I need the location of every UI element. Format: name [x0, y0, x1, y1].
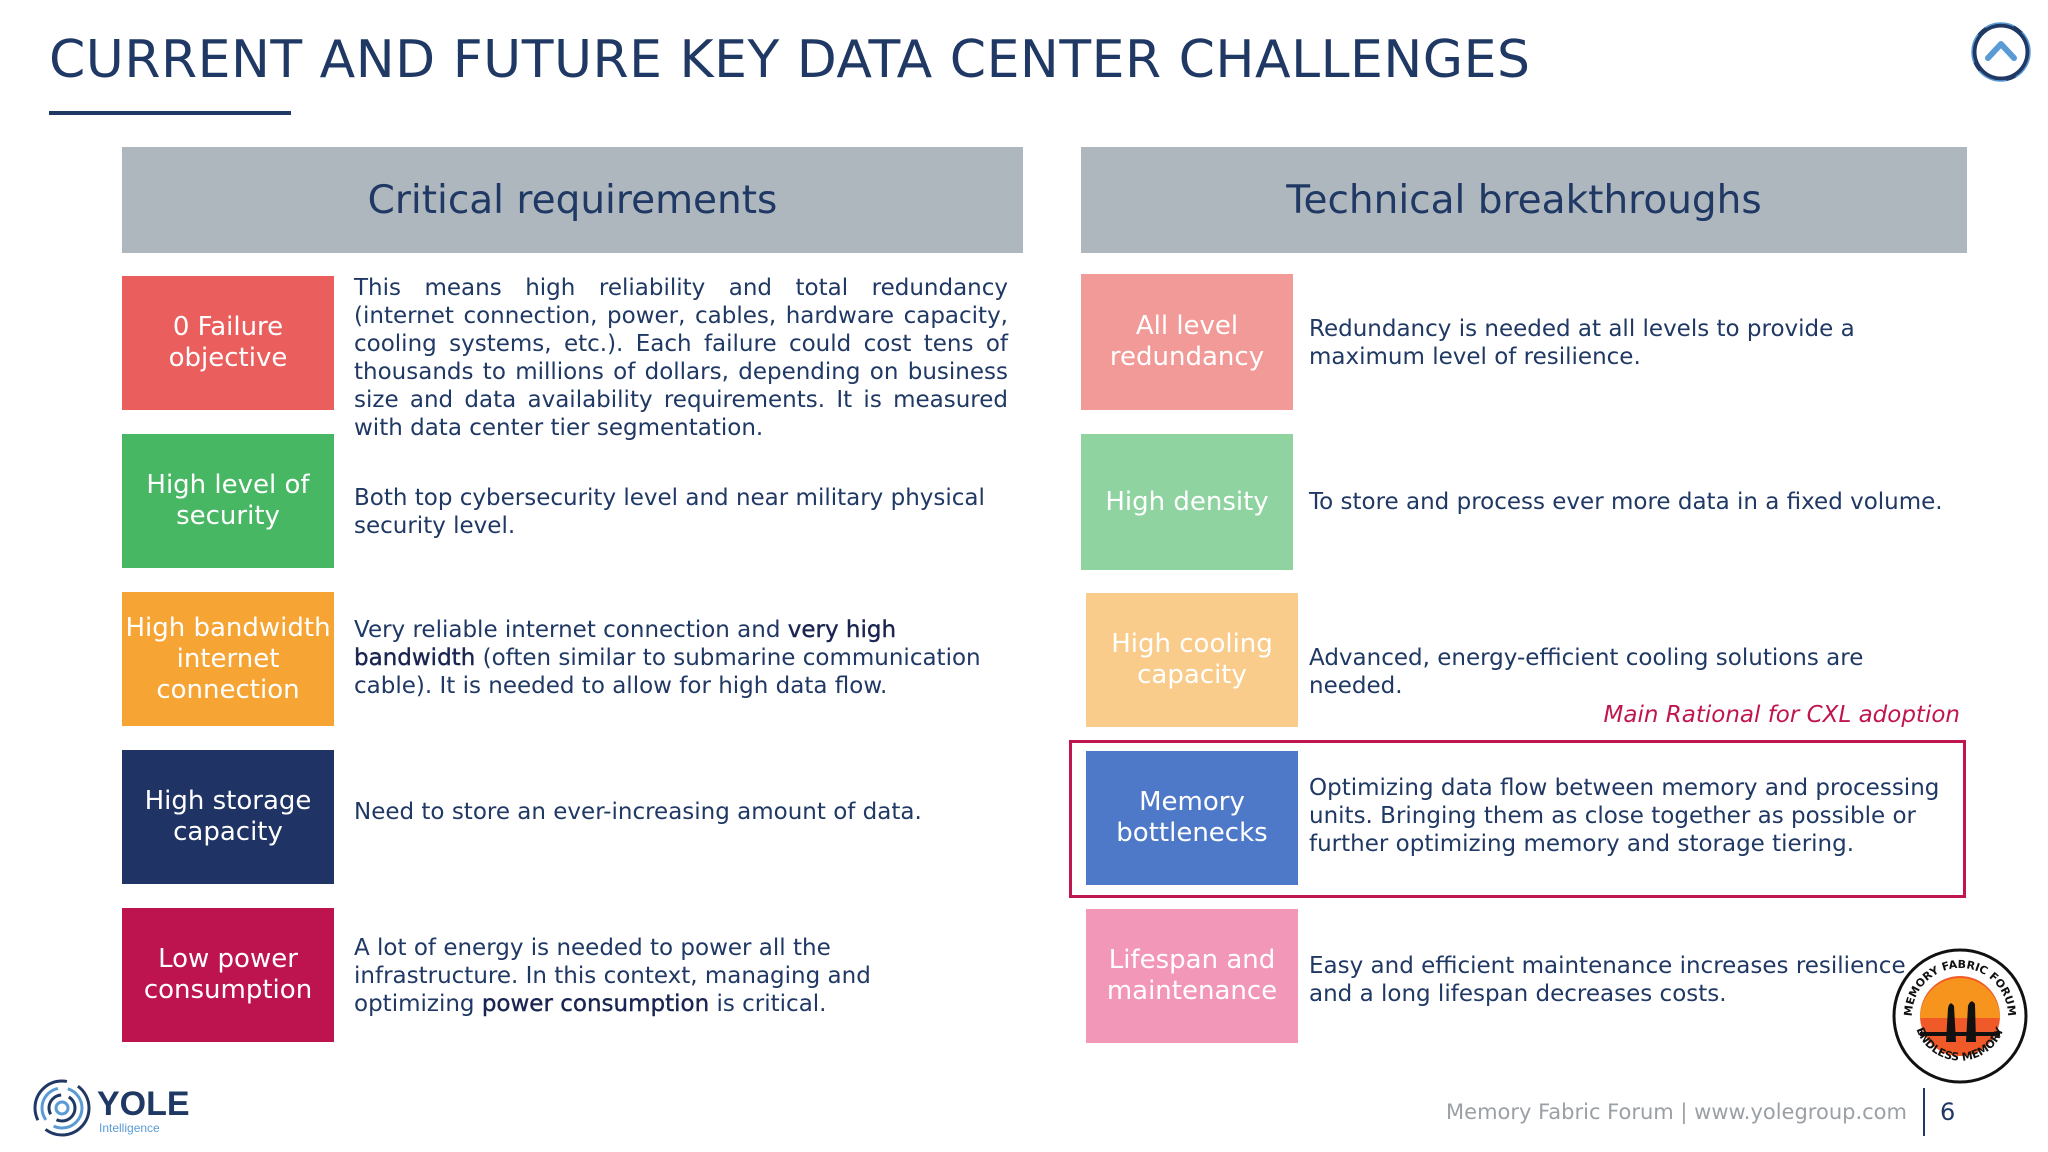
- requirement-tile-zero-failure: 0 Failure objective: [122, 276, 334, 410]
- yole-subtitle: Intelligence: [99, 1121, 160, 1135]
- breakthrough-tile-lifespan: Lifespan and maintenance: [1086, 909, 1298, 1043]
- requirement-tile-storage: High storage capacity: [122, 750, 334, 884]
- requirement-desc-zero-failure: This means high reliability and total re…: [354, 275, 1008, 441]
- breakthrough-tile-cooling: High cooling capacity: [1086, 593, 1298, 727]
- yole-wordmark: YOLE: [97, 1085, 190, 1123]
- breakthrough-desc-redundancy: Redundancy is needed at all levels to pr…: [1309, 316, 1855, 370]
- memory-fabric-forum-badge: MEMORY FABRIC FORUM ENDLESS MEMORY: [1892, 948, 2028, 1084]
- cxl-adoption-note: Main Rational for CXL adoption: [1603, 702, 1960, 728]
- requirement-desc-bandwidth: Very reliable internet connection and ve…: [354, 617, 981, 699]
- requirement-tile-bandwidth: High bandwidth internet connection: [122, 592, 334, 726]
- footer-divider: [1923, 1088, 1925, 1136]
- requirement-desc-storage: Need to store an ever-increasing amount …: [354, 799, 922, 825]
- chevron-up-logo-icon: [1971, 22, 2031, 82]
- page-number: 6: [1940, 1098, 1956, 1126]
- cxl-highlight-box: [1069, 740, 1966, 898]
- requirement-desc-security: Both top cybersecurity level and near mi…: [354, 485, 985, 539]
- breakthrough-tile-redundancy: All level redundancy: [1081, 274, 1293, 410]
- breakthrough-tile-memory: Memory bottlenecks: [1086, 751, 1298, 885]
- breakthrough-desc-density: To store and process ever more data in a…: [1309, 489, 1943, 515]
- page-title: CURRENT AND FUTURE KEY DATA CENTER CHALL…: [49, 30, 1531, 90]
- technical-breakthroughs-header: Technical breakthroughs: [1081, 147, 1967, 253]
- title-underline: [49, 111, 291, 115]
- requirement-desc-power: A lot of energy is needed to power all t…: [354, 935, 871, 1017]
- breakthrough-desc-cooling: Advanced, energy-efficient cooling solut…: [1309, 645, 1864, 699]
- yole-intelligence-logo: YOLE Intelligence: [33, 1079, 190, 1137]
- requirement-tile-security: High level of security: [122, 434, 334, 568]
- critical-requirements-header: Critical requirements: [122, 147, 1023, 253]
- breakthrough-desc-memory: Optimizing data flow between memory and …: [1309, 775, 1940, 857]
- breakthrough-desc-lifespan: Easy and efficient maintenance increases…: [1309, 953, 1906, 1007]
- requirement-tile-power: Low power consumption: [122, 908, 334, 1042]
- footer-text: Memory Fabric Forum | www.yolegroup.com: [1446, 1100, 1907, 1124]
- breakthrough-tile-density: High density: [1081, 434, 1293, 570]
